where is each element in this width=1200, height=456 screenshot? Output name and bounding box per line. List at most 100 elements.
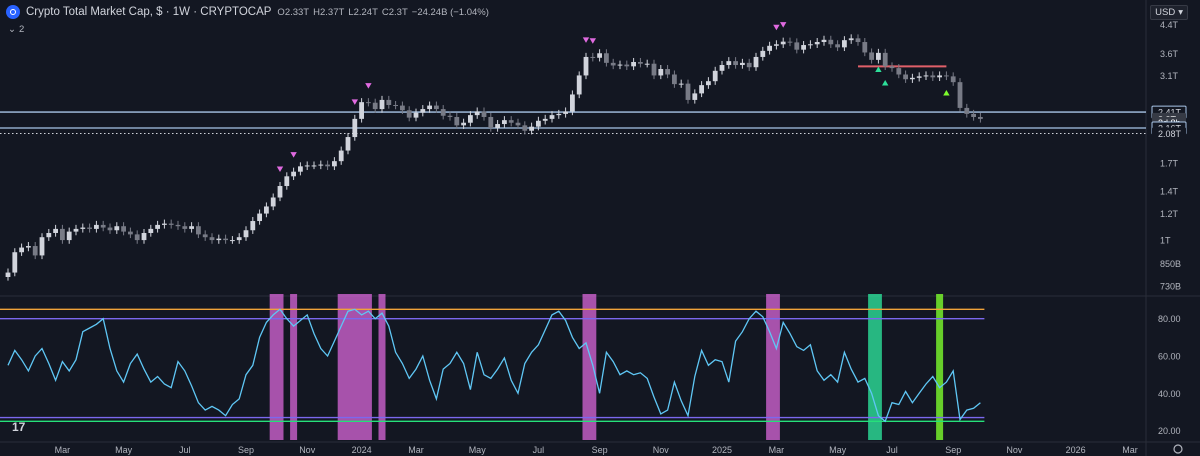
symbol-title[interactable]: Crypto Total Market Cap, $ · 1W · CRYPTO…	[26, 6, 272, 18]
candle-body	[481, 111, 487, 117]
candle-body	[828, 39, 834, 45]
candle-body	[189, 226, 194, 229]
ohlc-change: −24.24B (−1.04%)	[411, 6, 489, 18]
candle-body	[876, 52, 881, 60]
candle-body	[685, 83, 691, 100]
candle-body	[808, 44, 813, 46]
candle-body	[576, 75, 582, 95]
candle-body	[774, 44, 779, 46]
candle-body	[209, 237, 215, 241]
candle-body	[937, 75, 942, 78]
candle-body	[440, 109, 446, 116]
candle-body	[610, 62, 616, 66]
candle-body	[325, 164, 330, 167]
time-axis-tick: Jul	[886, 445, 898, 455]
candle-body	[338, 150, 344, 162]
ohlc-readout: O2.33T H2.37T L2.24T C2.3T −24.24B (−1.0…	[277, 7, 488, 18]
candle-body	[767, 45, 772, 51]
candle-body	[726, 61, 732, 66]
candle-body	[522, 125, 528, 131]
candle-body	[930, 75, 936, 78]
candle-body	[236, 237, 242, 241]
sell-signal-marker	[582, 37, 590, 43]
candle-body	[923, 75, 929, 77]
candle-body	[413, 112, 419, 118]
indicators-toggle[interactable]: ⌄ 2	[8, 24, 24, 35]
candle-body	[26, 246, 31, 248]
candle-body	[508, 120, 514, 123]
candle-body	[332, 161, 337, 167]
price-label-box	[1152, 127, 1186, 140]
candle-body	[468, 115, 473, 123]
candle-body	[291, 171, 296, 177]
ohlc-high: H2.37T	[313, 6, 345, 18]
candle-body	[658, 69, 664, 76]
candle-body	[542, 118, 548, 121]
price-label: 2.41T	[1158, 108, 1182, 118]
price-axis-tick: 3.1T	[1160, 71, 1179, 81]
oscillator-line	[7, 308, 981, 423]
time-axis-tick: Sep	[945, 445, 961, 455]
buy-signal-marker	[882, 79, 889, 86]
candle-body	[196, 226, 201, 235]
candle-body	[257, 213, 262, 222]
oscillator-highlight-zone	[936, 294, 944, 440]
oscillator-axis-tick: 20.00	[1158, 426, 1181, 436]
candle-body	[46, 232, 52, 238]
candle-body	[32, 246, 38, 256]
candle-body	[910, 77, 915, 80]
candle-body	[672, 74, 677, 85]
candle-body	[903, 74, 908, 80]
time-axis-tick: 2026	[1066, 445, 1086, 455]
oscillator-axis-tick: 40.00	[1158, 389, 1181, 399]
candle-body	[284, 176, 290, 187]
time-axis-tick: 2025	[712, 445, 732, 455]
indicator-count: 2	[18, 24, 25, 35]
oscillator-axis-tick: 80.00	[1158, 314, 1181, 324]
candle-body	[896, 68, 902, 75]
ohlc-open: O2.33T	[277, 6, 310, 18]
currency-selector[interactable]: USD ▾	[1150, 5, 1188, 20]
time-axis-tick: Mar	[55, 445, 71, 455]
candle-body	[563, 111, 568, 114]
candle-body	[488, 116, 494, 129]
chevron-down-icon: ▾	[1178, 7, 1183, 18]
candle-body	[651, 63, 657, 76]
candle-body	[100, 224, 106, 228]
candle-body	[957, 82, 963, 108]
candle-body	[406, 110, 412, 118]
candle-body	[604, 53, 609, 63]
candle-body	[264, 206, 269, 214]
candle-body	[746, 62, 752, 68]
candle-body	[590, 56, 596, 58]
candle-body	[964, 107, 970, 114]
candle-body	[842, 40, 847, 48]
candle-body	[556, 113, 562, 116]
candle-body	[848, 38, 854, 41]
price-axis-tick: 1.4T	[1160, 187, 1179, 197]
candle-body	[889, 66, 895, 69]
ohlc-close: C2.3T	[381, 6, 408, 18]
candle-body	[121, 226, 126, 232]
time-axis-tick: Nov	[299, 445, 316, 455]
candle-body	[502, 120, 507, 125]
candle-body	[128, 231, 133, 235]
candle-body	[692, 93, 698, 100]
candle-body	[12, 252, 18, 273]
oscillator-highlight-zone	[582, 294, 597, 440]
oscillator-highlight-zone	[290, 294, 298, 440]
oscillator-highlight-zone	[269, 294, 284, 440]
candle-body	[372, 102, 378, 110]
candle-body	[434, 105, 439, 110]
time-axis-tick: Sep	[238, 445, 254, 455]
candle-body	[141, 232, 147, 241]
sell-signal-marker	[780, 22, 787, 28]
candle-body	[19, 247, 24, 253]
candle-body	[454, 116, 460, 126]
candle-body	[379, 99, 385, 110]
candle-body	[706, 81, 711, 86]
candle-body	[549, 115, 555, 119]
candle-body	[73, 228, 79, 232]
candles-group	[5, 34, 983, 281]
